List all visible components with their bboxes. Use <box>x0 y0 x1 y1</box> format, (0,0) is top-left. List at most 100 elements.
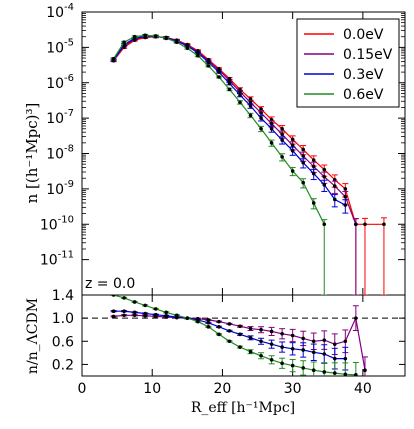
data-point <box>280 345 284 349</box>
data-point <box>174 313 179 318</box>
legend-label: 0.3eV <box>343 67 384 83</box>
data-point <box>206 320 211 325</box>
data-point <box>322 174 327 179</box>
data-point <box>311 368 316 373</box>
top-panel-ticks: 10-4 10-5 10-6 10-7 10-8 10-9 10-10 10-11 <box>40 2 405 295</box>
data-point <box>301 348 305 352</box>
data-point <box>122 309 126 314</box>
legend-label: 0.6eV <box>343 87 384 103</box>
data-point <box>153 34 158 38</box>
redshift-annotation: z = 0.0 <box>85 276 135 292</box>
data-point <box>343 187 348 191</box>
bottom-y-tick-label: 1.0 <box>52 311 74 327</box>
data-point <box>301 160 305 165</box>
data-point <box>238 90 242 94</box>
data-point <box>196 319 200 324</box>
data-point <box>301 336 305 341</box>
data-point <box>354 316 358 320</box>
data-point <box>217 332 221 337</box>
bottom-panel-ticks: 1.4 1.0 0.6 0.20 10 20 30 40 <box>52 288 405 397</box>
data-point <box>132 34 137 39</box>
bottom-panel-series <box>110 295 368 376</box>
data-point <box>217 70 221 74</box>
data-point <box>269 358 274 362</box>
data-point <box>185 46 190 50</box>
data-point <box>332 184 337 188</box>
data-point <box>111 309 116 314</box>
data-point <box>248 326 253 331</box>
data-point <box>111 295 116 297</box>
data-point <box>269 126 274 131</box>
data-point <box>290 143 295 148</box>
x-axis-label: R_eff [h⁻¹Mpc] <box>191 400 295 416</box>
data-point <box>280 132 284 137</box>
data-point <box>259 327 263 332</box>
data-point <box>322 222 327 227</box>
data-point <box>269 121 274 126</box>
data-point <box>343 194 348 199</box>
data-point <box>185 316 190 320</box>
data-point <box>206 325 211 329</box>
data-point <box>248 336 253 340</box>
data-point <box>248 97 253 101</box>
data-point <box>343 356 348 361</box>
top-y-tick-label: 10-11 <box>40 250 74 269</box>
data-point <box>248 349 253 354</box>
data-point <box>311 158 316 162</box>
legend-label: 0.0eV <box>343 27 384 43</box>
data-point <box>269 329 274 334</box>
data-point <box>206 64 211 68</box>
data-point <box>164 314 169 318</box>
top-y-tick-label: 10-5 <box>46 37 74 56</box>
data-point <box>322 370 327 374</box>
data-point <box>164 36 169 41</box>
data-point <box>354 222 358 227</box>
top-y-tick-label: 10-4 <box>46 2 74 21</box>
data-point <box>153 307 158 311</box>
data-point <box>153 312 158 317</box>
x-tick-label: 10 <box>143 381 161 397</box>
x-tick-label: 20 <box>214 381 232 397</box>
bottom-series-0-3eV <box>110 309 349 371</box>
data-point <box>322 183 327 187</box>
data-point <box>143 311 147 316</box>
top-y-tick-label: 10-8 <box>46 144 74 163</box>
data-point <box>196 53 200 58</box>
data-point <box>259 353 263 358</box>
bottom-y-tick-label: 0.2 <box>52 357 74 373</box>
data-point <box>332 356 337 361</box>
data-point <box>290 169 295 173</box>
data-point <box>343 372 348 376</box>
data-point <box>227 78 232 83</box>
data-point <box>164 310 169 315</box>
data-point <box>311 350 316 355</box>
data-point <box>217 319 221 324</box>
data-point <box>227 322 232 326</box>
data-point <box>227 81 232 86</box>
data-point <box>111 56 116 61</box>
data-point <box>238 332 242 337</box>
data-point <box>132 313 137 318</box>
data-point <box>290 137 295 142</box>
data-point <box>280 138 284 142</box>
data-point <box>174 40 179 45</box>
data-point <box>332 342 337 346</box>
data-point <box>280 361 284 366</box>
data-point <box>143 303 147 308</box>
bottom-y-tick-label: 0.6 <box>52 334 74 350</box>
data-point <box>354 373 358 376</box>
data-point <box>363 222 367 227</box>
data-point <box>259 126 263 131</box>
data-point <box>259 339 263 344</box>
data-point <box>132 310 137 315</box>
data-point <box>280 331 284 336</box>
data-point <box>382 222 386 227</box>
x-tick-label: 30 <box>284 381 302 397</box>
data-point <box>311 171 316 176</box>
data-point <box>311 201 316 205</box>
data-point <box>290 363 295 368</box>
data-point <box>122 313 126 318</box>
data-point <box>206 318 211 322</box>
